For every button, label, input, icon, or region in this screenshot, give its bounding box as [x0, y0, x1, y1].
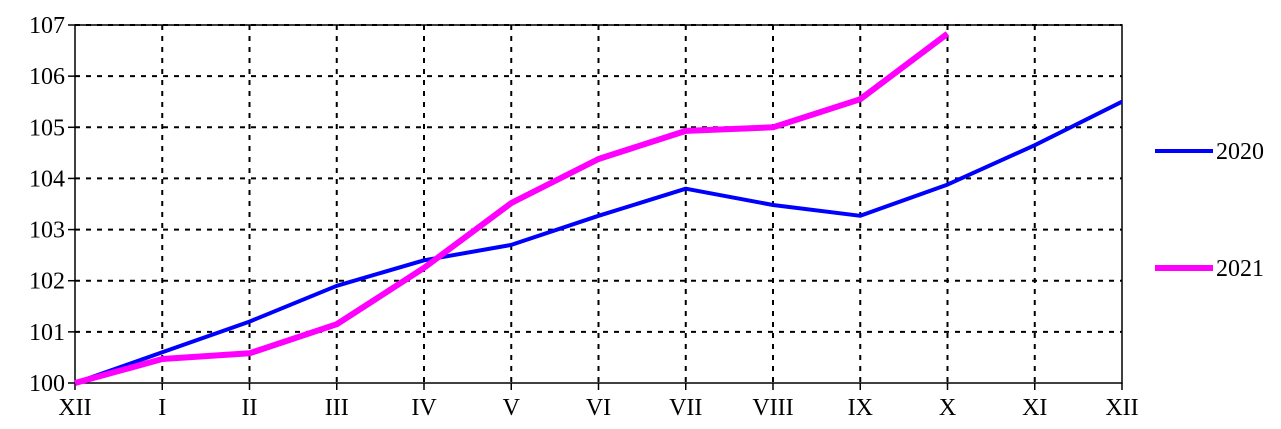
- x-tick-label: VI: [586, 395, 611, 421]
- series-lines: [74, 31, 1123, 386]
- x-tick-label: V: [503, 395, 521, 421]
- y-tick-label: 106: [29, 64, 65, 90]
- x-tick-label: IV: [411, 395, 437, 421]
- x-tick-label: IX: [848, 395, 873, 421]
- x-tick-label: II: [242, 395, 258, 421]
- x-tick-label: VII: [669, 395, 702, 421]
- series-line-2021: [74, 31, 950, 386]
- x-tick-label: VIII: [752, 395, 793, 421]
- y-tick-label: 105: [29, 115, 65, 141]
- series-line-2020: [74, 99, 1123, 385]
- y-axis-tick-labels: 100 101 102 103 104 105 106 107: [29, 13, 65, 397]
- y-tick-label: 103: [29, 218, 65, 244]
- y-tick-label: 107: [29, 13, 65, 39]
- x-tick-label: XII: [1105, 395, 1138, 421]
- legend-label-2020: 2020: [1216, 139, 1264, 165]
- legend-label-2021: 2021: [1216, 256, 1264, 282]
- x-axis-tick-labels: XII I II III IV V VI VII VIII IX X XI XII: [58, 395, 1138, 421]
- legend: 2020 2021: [1155, 139, 1264, 282]
- axes: [68, 24, 1123, 390]
- y-tick-label: 102: [29, 269, 65, 295]
- y-tick-label: 104: [29, 166, 65, 192]
- x-tick-label: III: [325, 395, 349, 421]
- x-tick-label: XII: [58, 395, 91, 421]
- x-tick-label: XI: [1022, 395, 1047, 421]
- y-tick-label: 101: [29, 320, 65, 346]
- x-tick-label: I: [158, 395, 166, 421]
- x-tick-label: X: [939, 395, 956, 421]
- y-tick-label: 100: [29, 371, 65, 397]
